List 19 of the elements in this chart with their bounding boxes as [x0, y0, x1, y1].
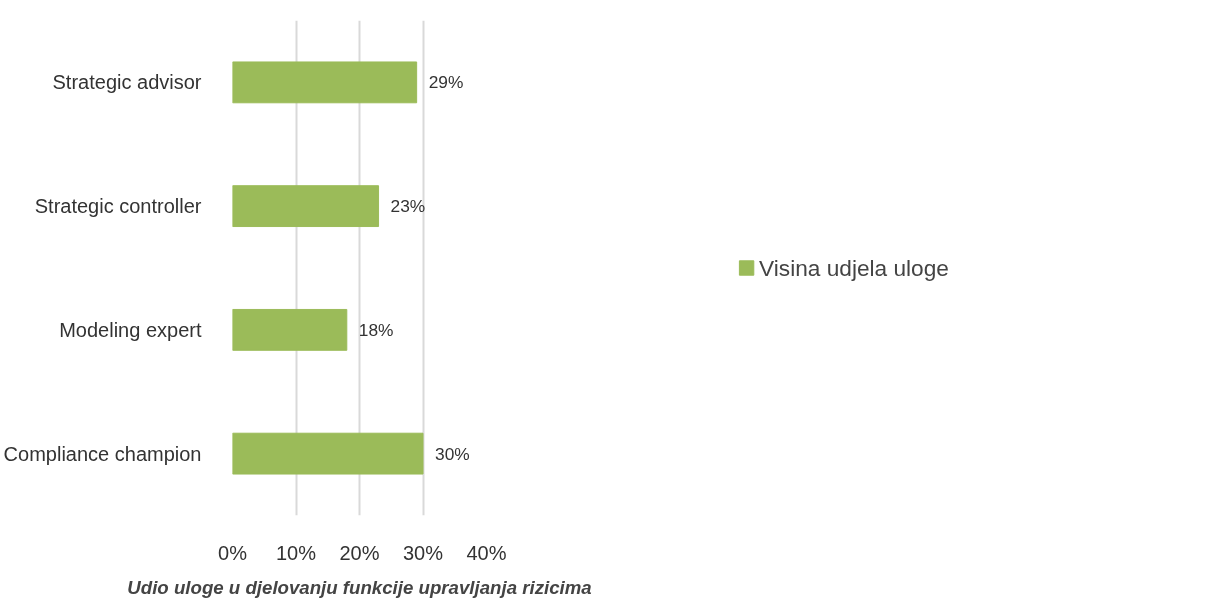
x-tick-label: 40% [466, 541, 507, 564]
bar [232, 308, 348, 351]
bar [232, 185, 380, 228]
x-tick-label: 30% [402, 541, 444, 564]
legend-label: Visina udjela uloge [759, 254, 949, 281]
data-label: 23% [390, 196, 426, 217]
data-label: 29% [428, 72, 464, 93]
y-tick-label: Strategic controller [34, 195, 202, 218]
bar [232, 432, 424, 475]
data-label: 30% [435, 443, 470, 464]
x-tick-label: 10% [275, 541, 317, 564]
x-tick-label: 0% [218, 541, 248, 564]
y-tick-label: Compliance champion [3, 442, 202, 465]
x-tick-label: 20% [339, 541, 380, 564]
y-tick-label: Modeling expert [59, 318, 202, 341]
y-tick-label: Strategic advisor [52, 71, 202, 94]
x-axis-title: Udio uloge u djelovanju funkcije upravljanja rizicima [127, 576, 592, 598]
bar [232, 61, 418, 104]
data-label: 18% [358, 319, 394, 340]
